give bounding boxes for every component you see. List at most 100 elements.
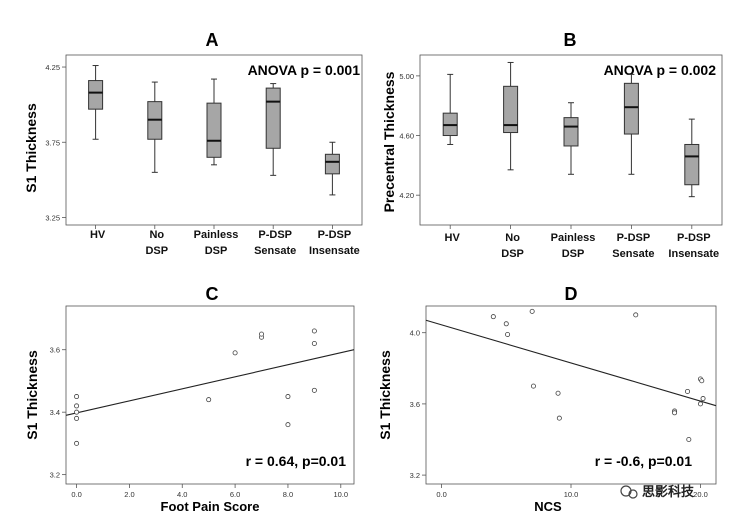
category-label: Insensate [668, 248, 719, 260]
panel-d-plot: 3.2 3.6 4.0 0.0 10.0 20.0 [410, 305, 717, 499]
data-point [74, 403, 80, 409]
panel-b-plot: 4.20 4.60 5.00 HV No DSP Painless DSP P-DSP Sensa… [399, 54, 723, 260]
box-iqr [503, 85, 519, 134]
data-point [556, 415, 562, 421]
data-point [259, 331, 265, 337]
panel-a-letter: A [206, 30, 219, 50]
panel-c: C S1 Thickness Foot Pain Score r = 0.64,… [24, 284, 355, 514]
y-tick-label: 4.20 [399, 191, 414, 200]
box-iqr [206, 102, 222, 158]
data-point [311, 387, 317, 393]
box-iqr [684, 143, 700, 186]
data-point [697, 401, 703, 407]
category-label: P-DSP [318, 229, 352, 241]
category-label: Painless [194, 229, 239, 241]
data-point [505, 331, 511, 337]
panel-d-ylabel: S1 Thickness [377, 350, 393, 440]
panel-a-ylabel: S1 Thickness [23, 103, 39, 193]
x-tick-label: 10.0 [333, 490, 348, 499]
fit-line [425, 319, 717, 407]
category-label: HV [90, 229, 106, 241]
plot-frame [65, 305, 355, 485]
data-point [686, 436, 692, 442]
y-tick-label: 3.6 [50, 346, 60, 355]
panel-c-correlation: r = 0.64, p=0.01 [246, 453, 347, 469]
panel-a-anova: ANOVA p = 0.001 [248, 62, 361, 78]
data-point [700, 396, 706, 402]
y-tick-label: 3.4 [50, 408, 60, 417]
category-label: Insensate [309, 245, 360, 257]
category-label: Painless [551, 232, 596, 244]
data-point [285, 394, 291, 400]
panel-b-ylabel: Precentral Thickness [381, 71, 397, 212]
data-point [685, 388, 691, 394]
y-tick-label: 4.0 [410, 329, 420, 338]
data-point [529, 308, 535, 314]
wechat-icon [620, 485, 638, 499]
data-point [530, 383, 536, 389]
y-tick-label: 4.60 [399, 132, 414, 141]
panel-a-plot: 3.25 3.75 4.25 HV No DSP Painless DSP P-DSP Sensa… [45, 54, 363, 257]
panel-d-xlabel: NCS [534, 499, 562, 514]
y-tick-label: 3.25 [45, 213, 60, 222]
box-iqr [324, 153, 340, 175]
y-tick-label: 5.00 [399, 72, 414, 81]
category-label: P-DSP [677, 232, 711, 244]
panel-c-plot: 3.2 3.4 3.6 0.0 2.0 4.0 6.0 8.0 10.0 [50, 305, 355, 499]
watermark-text: 思影科技 [642, 484, 695, 500]
box-iqr [265, 87, 281, 149]
category-label: DSP [501, 248, 524, 260]
box-iqr [623, 82, 639, 135]
panel-d-correlation: r = -0.6, p=0.01 [595, 453, 692, 469]
data-point [206, 397, 212, 403]
x-tick-label: 10.0 [564, 490, 579, 499]
panel-d-letter: D [565, 284, 578, 304]
data-point [555, 390, 561, 396]
category-label: P-DSP [258, 229, 292, 241]
panel-b-letter: B [564, 30, 577, 50]
category-label: Sensate [612, 248, 654, 260]
panel-b: B ANOVA p = 0.002 Precentral Thickness 4… [381, 30, 723, 260]
panel-a: A ANOVA p = 0.001 S1 Thickness 3.25 3.75 4… [23, 30, 363, 257]
panel-d: D S1 Thickness NCS r = -0.6, p=0.01 3.23… [377, 284, 717, 514]
data-point [74, 440, 80, 446]
x-tick-label: 2.0 [124, 490, 134, 499]
data-point [285, 422, 291, 428]
y-tick-label: 4.25 [45, 63, 60, 72]
y-tick-label: 3.2 [50, 471, 60, 480]
panel-c-xlabel: Foot Pain Score [161, 499, 260, 514]
x-tick-label: 4.0 [177, 490, 187, 499]
data-point [74, 394, 80, 400]
data-point [490, 314, 496, 320]
panel-c-ylabel: S1 Thickness [24, 350, 40, 440]
data-point [311, 340, 317, 346]
panel-c-letter: C [206, 284, 219, 304]
category-label: No [505, 232, 520, 244]
y-tick-label: 3.6 [410, 400, 420, 409]
category-label: DSP [562, 248, 585, 260]
category-label: No [149, 229, 164, 241]
data-point [503, 321, 509, 327]
category-label: Sensate [254, 245, 296, 257]
data-point [311, 328, 317, 334]
x-tick-label: 0.0 [71, 490, 81, 499]
y-tick-label: 3.2 [410, 471, 420, 480]
box-iqr [563, 117, 579, 147]
watermark: 思影科技 [620, 484, 695, 500]
box-iqr [88, 80, 104, 110]
data-point [74, 415, 80, 421]
category-label: DSP [205, 245, 228, 257]
x-tick-label: 6.0 [230, 490, 240, 499]
x-tick-label: 20.0 [693, 490, 708, 499]
data-point [699, 378, 705, 384]
x-tick-label: 0.0 [436, 490, 446, 499]
data-point [74, 409, 80, 415]
data-point [633, 312, 639, 318]
data-point [232, 350, 238, 356]
category-label: HV [445, 232, 461, 244]
category-label: DSP [145, 245, 168, 257]
x-tick-label: 8.0 [283, 490, 293, 499]
category-label: P-DSP [617, 232, 651, 244]
data-point [672, 410, 678, 416]
